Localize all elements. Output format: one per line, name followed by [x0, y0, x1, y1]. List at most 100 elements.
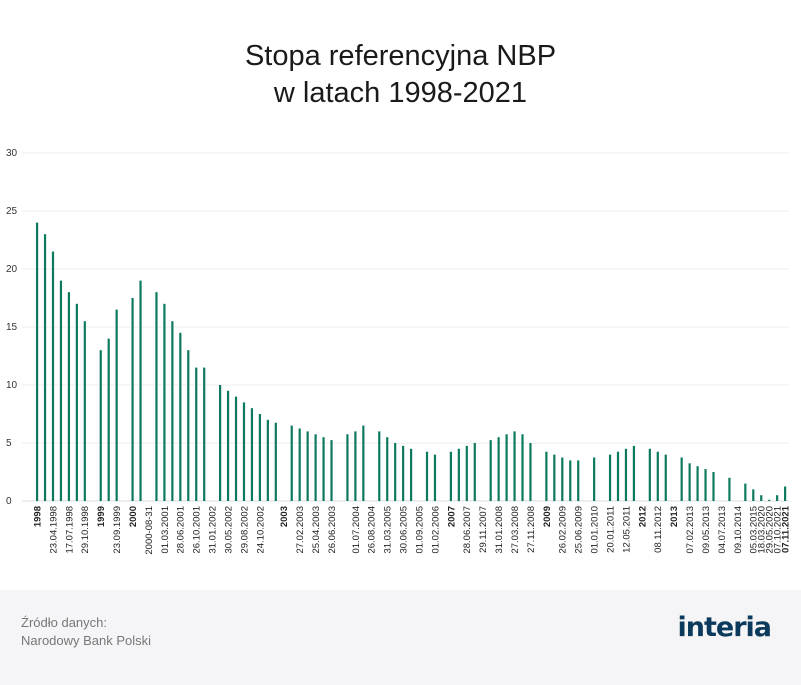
x-tick-label: 07.02.2013 [685, 506, 696, 554]
x-tick-label: 26.02.2009 [558, 506, 569, 554]
bar [274, 422, 277, 501]
bar [608, 454, 612, 501]
bar [242, 402, 246, 501]
bar [489, 440, 492, 501]
x-tick-label: 26.06.2003 [327, 506, 338, 554]
x-tick-label: 31.01.2002 [208, 506, 219, 554]
x-tick-label: 25.06.2009 [574, 506, 585, 554]
bar [226, 390, 230, 501]
bar [386, 437, 389, 501]
x-tick-label: 07.10.2021 [773, 506, 784, 554]
bar [171, 321, 174, 501]
bar [330, 440, 333, 501]
bar [449, 451, 452, 501]
bar [67, 292, 71, 501]
bar [433, 454, 437, 501]
bar [529, 443, 532, 501]
bar [362, 425, 365, 501]
x-tick-label: 23.09.1999 [112, 506, 123, 554]
x-tick-label: 30.05.2002 [223, 506, 234, 554]
footer: Źródło danych: Narodowy Bank Polski inte… [0, 590, 801, 685]
x-tick-label: 2009 [542, 506, 553, 527]
bar [155, 292, 158, 501]
bar [250, 408, 254, 501]
x-tick-label: 27.11.2008 [526, 506, 537, 553]
bar [314, 434, 317, 501]
bar [322, 437, 325, 501]
bar [163, 303, 166, 501]
x-tick-label: 28.06.2007 [462, 506, 473, 554]
bar [569, 460, 572, 501]
chart-title-line-2: w latach 1998-2021 [273, 77, 528, 109]
bar [378, 431, 381, 501]
bar [473, 443, 476, 501]
y-tick-label: 25 [6, 206, 18, 217]
x-tick-label: 29.10.1998 [80, 506, 91, 554]
bar [219, 385, 222, 501]
bar [553, 454, 556, 501]
x-tick-label: 2000 [128, 506, 139, 527]
bar [656, 451, 659, 501]
bar [131, 298, 134, 501]
bar [203, 367, 206, 501]
bar [115, 309, 118, 501]
bar [505, 434, 508, 501]
x-tick-label: 09.10.2014 [733, 506, 744, 554]
y-tick-label: 10 [6, 380, 18, 391]
bar [728, 477, 731, 501]
interia-logo[interactable]: interia [677, 612, 772, 643]
bar-chart: 0 5 10 15 20 25 30 1998 23.04.1998 17.07.1998 29.1… [6, 148, 792, 555]
x-tick-label: 01.03.2001 [160, 506, 171, 554]
bar [752, 489, 755, 501]
bar [760, 495, 763, 501]
bar [768, 499, 771, 501]
bar [195, 367, 198, 501]
chart-title-line-1: Stopa referencyjna NBP [244, 40, 557, 72]
y-tick-label: 30 [6, 148, 18, 159]
bar [776, 495, 779, 501]
bar [680, 457, 683, 501]
x-tick-label: 27.02.2003 [295, 506, 306, 554]
bar [266, 419, 269, 501]
y-tick-label: 15 [6, 322, 18, 333]
bar [354, 431, 357, 501]
x-tick-label: 2013 [669, 506, 680, 527]
x-tick-label: 2012 [637, 506, 648, 527]
x-tick-label: 29.11.2007 [478, 506, 489, 553]
bar [704, 469, 707, 501]
x-tick-label: 08.11.2012 [653, 506, 664, 553]
source-label: Źródło danych: [21, 615, 107, 630]
bar [83, 321, 86, 501]
bar [306, 431, 309, 501]
bar [648, 448, 651, 501]
bar [744, 483, 747, 501]
x-tick-label: 31.01.2008 [494, 506, 505, 554]
x-tick-label: 23.04.1998 [48, 506, 59, 554]
bar [545, 451, 548, 501]
bar [107, 338, 110, 501]
bar [593, 457, 596, 501]
bar [616, 451, 620, 501]
y-tick-label: 0 [6, 496, 12, 507]
x-tick-label: 1999 [96, 506, 107, 527]
x-tick-label: 04.07.2013 [717, 506, 728, 554]
x-tick-label: 01.01.2010 [590, 506, 601, 554]
x-tick-label: 1998 [32, 506, 43, 527]
bar [784, 486, 787, 501]
x-tick-label: 05.03.2015 [749, 506, 760, 554]
x-tick-label: 26.10.2001 [192, 506, 203, 554]
bar [410, 448, 413, 501]
bar [234, 396, 238, 501]
bar [561, 457, 564, 501]
bar [696, 466, 699, 501]
x-tick-label: 17.07.1998 [64, 506, 75, 554]
bar [624, 448, 628, 501]
x-tick-label: 29.08.2002 [239, 506, 250, 554]
x-tick-label: 26.08.2004 [367, 506, 378, 554]
bar [290, 425, 293, 501]
x-tick-label: 25.04.2003 [311, 506, 322, 554]
bar [346, 434, 349, 501]
bar [632, 445, 636, 501]
bar [577, 460, 580, 501]
bar [664, 454, 667, 501]
